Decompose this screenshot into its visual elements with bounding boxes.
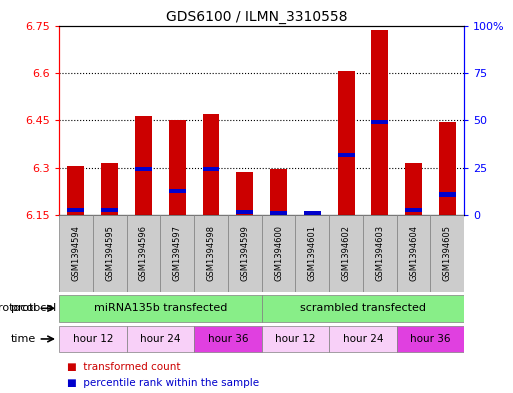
Bar (329, 215, 363, 292)
Bar (430, 215, 464, 292)
Bar (101, 208, 118, 212)
Text: GSM1394596: GSM1394596 (139, 225, 148, 281)
Bar (262, 295, 464, 321)
Bar (67, 166, 84, 215)
Bar (295, 215, 329, 292)
Bar (270, 169, 287, 215)
Text: GSM1394598: GSM1394598 (206, 225, 215, 281)
Text: GSM1394601: GSM1394601 (308, 225, 317, 281)
Text: hour 12: hour 12 (72, 334, 113, 344)
Bar (397, 326, 464, 352)
Bar (397, 215, 430, 292)
Text: GSM1394600: GSM1394600 (274, 225, 283, 281)
Bar (194, 215, 228, 292)
Bar (338, 153, 354, 157)
Text: hour 12: hour 12 (275, 334, 315, 344)
Bar (405, 208, 422, 212)
Bar (304, 212, 321, 215)
Text: GSM1394604: GSM1394604 (409, 225, 418, 281)
Text: scrambled transfected: scrambled transfected (300, 303, 426, 313)
Bar (262, 326, 329, 352)
Bar (228, 215, 262, 292)
Bar (236, 210, 253, 214)
Bar (270, 211, 287, 215)
Bar (194, 326, 262, 352)
Text: GSM1394595: GSM1394595 (105, 225, 114, 281)
Text: hour 24: hour 24 (140, 334, 181, 344)
Bar (93, 215, 127, 292)
Bar (371, 120, 388, 124)
Bar (135, 167, 152, 171)
Bar (59, 295, 262, 321)
Bar (262, 215, 295, 292)
Text: ■  transformed count: ■ transformed count (67, 362, 181, 372)
Text: GSM1394602: GSM1394602 (342, 225, 350, 281)
Text: hour 36: hour 36 (208, 334, 248, 344)
Bar (127, 326, 194, 352)
Bar (439, 122, 456, 215)
Bar (67, 208, 84, 212)
Bar (135, 116, 152, 215)
Bar (59, 326, 127, 352)
Text: hour 24: hour 24 (343, 334, 383, 344)
Text: hour 36: hour 36 (410, 334, 451, 344)
Bar (169, 189, 186, 193)
Text: ■  percentile rank within the sample: ■ percentile rank within the sample (67, 378, 259, 388)
Text: GSM1394605: GSM1394605 (443, 225, 452, 281)
Text: GSM1394603: GSM1394603 (376, 225, 384, 281)
Bar (59, 215, 93, 292)
Text: protocol: protocol (0, 303, 36, 313)
Bar (363, 215, 397, 292)
Bar (405, 163, 422, 215)
Bar (160, 215, 194, 292)
Bar (439, 193, 456, 196)
Text: GSM1394597: GSM1394597 (173, 225, 182, 281)
Bar (203, 167, 220, 171)
Text: GSM1394594: GSM1394594 (71, 225, 81, 281)
Text: protocol: protocol (11, 303, 56, 313)
Bar (329, 326, 397, 352)
Text: GSM1394599: GSM1394599 (240, 225, 249, 281)
Bar (236, 173, 253, 215)
Bar (101, 163, 118, 215)
Bar (127, 215, 160, 292)
Bar (203, 114, 220, 215)
Bar (169, 120, 186, 215)
Bar (371, 30, 388, 215)
Bar (338, 71, 354, 215)
Bar (304, 211, 321, 215)
Text: GDS6100 / ILMN_3310558: GDS6100 / ILMN_3310558 (166, 10, 347, 24)
Text: miRNA135b transfected: miRNA135b transfected (94, 303, 227, 313)
Text: time: time (11, 334, 36, 344)
